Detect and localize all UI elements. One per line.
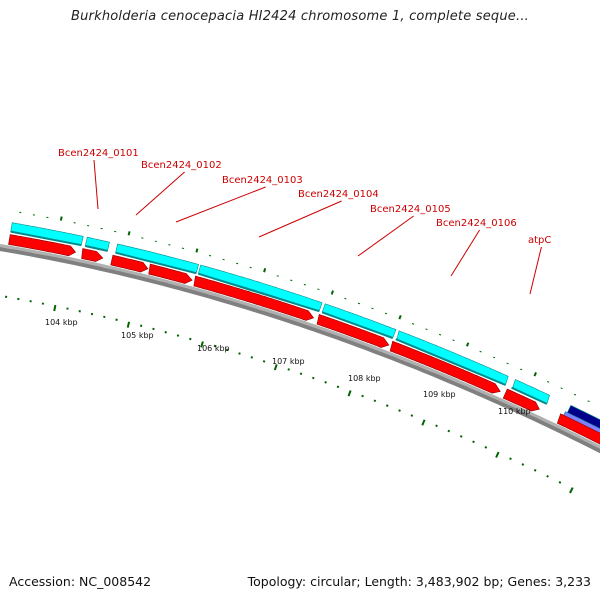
gene-label-atpC: atpC <box>528 235 551 246</box>
cds-band-edge <box>85 245 108 252</box>
inner-tick <box>189 337 192 341</box>
cds-band-edge <box>395 338 506 386</box>
outer-tick <box>533 371 538 377</box>
inner-tick <box>521 463 525 466</box>
cds-band-edge <box>511 386 548 405</box>
backbone-highlight <box>0 243 600 449</box>
inner-tick <box>273 364 278 371</box>
inner-tick <box>299 372 303 376</box>
accession-text: Accession: NC_008542 <box>9 574 152 589</box>
inner-tick <box>459 435 463 438</box>
gene-leader-line <box>135 171 185 216</box>
inner-tick <box>53 304 57 312</box>
inner-tick <box>152 327 155 331</box>
inner-tick <box>558 481 562 484</box>
cds-arrow <box>502 388 540 412</box>
topology-summary: Topology: circular; Length: 3,483,902 bp… <box>247 574 591 589</box>
inner-tick <box>287 368 290 371</box>
inner-tick <box>421 419 426 426</box>
cds-arrow <box>110 254 149 273</box>
inner-tick <box>262 360 266 363</box>
outer-tick <box>330 290 334 295</box>
gene-label-Bcen2424_0102: Bcen2424_0102 <box>141 160 222 171</box>
cds-arrow <box>316 314 390 348</box>
inner-tick <box>472 440 475 444</box>
cds-arrow <box>148 263 193 284</box>
gene-leader-line <box>357 215 414 257</box>
inner-tick <box>115 318 118 321</box>
gene-label-Bcen2424_0101: Bcen2424_0101 <box>58 148 139 159</box>
inner-tick <box>495 451 500 458</box>
inner-tick <box>225 348 229 352</box>
inner-tick <box>447 429 451 433</box>
backbone-layer <box>0 243 600 454</box>
cds-arrow <box>389 340 501 394</box>
neighbor-cds-arrow <box>556 413 600 445</box>
inner-tick <box>435 424 438 428</box>
outer-tick <box>127 231 131 236</box>
inner-tick <box>250 356 254 359</box>
cds-band-edge <box>115 251 197 275</box>
inner-tick <box>213 344 217 348</box>
ticks-layer <box>4 211 590 494</box>
outer-tick <box>263 268 267 273</box>
inner-tick <box>347 390 352 397</box>
gene-leader-line <box>93 159 99 210</box>
inner-tick <box>569 487 574 494</box>
inner-tick <box>78 310 81 313</box>
inner-tick <box>410 414 414 417</box>
outer-tick <box>398 315 402 320</box>
scale-label: 104 kbp <box>45 318 78 327</box>
gene-label-Bcen2424_0105: Bcen2424_0105 <box>370 204 451 215</box>
inner-tick <box>176 334 180 337</box>
cds-arrow <box>8 234 77 257</box>
scale-label: 107 kbp <box>272 357 305 366</box>
cds-band-edge <box>321 311 394 339</box>
inner-tick <box>200 341 204 348</box>
scale-label: 108 kbp <box>348 374 381 383</box>
inner-tick <box>126 321 131 328</box>
scale-label: 110 kbp <box>498 407 531 416</box>
cds-band-edge <box>10 230 82 247</box>
inner-tick <box>546 474 549 478</box>
inner-tick <box>373 399 377 403</box>
map-title: Burkholderia cenocepacia HI2424 chromoso… <box>71 9 529 24</box>
inner-tick <box>324 381 327 384</box>
inner-tick <box>164 330 167 334</box>
cds-band-edge <box>198 272 320 313</box>
gene-leader-line <box>175 186 266 223</box>
inner-tick <box>312 376 315 380</box>
inner-tick <box>484 445 488 449</box>
inner-tick <box>509 457 512 461</box>
cds-arrow <box>81 248 104 262</box>
inner-tick <box>238 352 241 355</box>
inner-tick <box>398 409 401 412</box>
outer-tick <box>195 248 199 253</box>
gene-leader-line <box>529 246 542 295</box>
gene-label-Bcen2424_0104: Bcen2424_0104 <box>298 189 379 200</box>
inner-tick <box>361 394 364 398</box>
inner-tick <box>385 404 389 407</box>
outer-tick <box>465 342 470 347</box>
scale-label: 106 kbp <box>197 344 230 353</box>
cds-layer <box>8 222 600 445</box>
inner-tick <box>139 324 143 328</box>
gene-label-Bcen2424_0103: Bcen2424_0103 <box>222 175 303 186</box>
gene-leader-line <box>450 229 481 277</box>
gene-label-Bcen2424_0106: Bcen2424_0106 <box>436 218 517 229</box>
scale-label: 109 kbp <box>423 390 456 399</box>
cds-arrow <box>193 275 315 321</box>
outer-tick <box>59 216 63 221</box>
gene-leader-line <box>258 200 342 238</box>
scale-label-layer: 104 kbp 105 kbp 106 kbp 107 kbp 108 kbp 109 k… <box>45 318 531 416</box>
inner-tick <box>533 468 537 472</box>
sequence-backbone <box>0 247 600 454</box>
inner-tick <box>336 385 340 389</box>
scale-label: 105 kbp <box>121 331 154 340</box>
